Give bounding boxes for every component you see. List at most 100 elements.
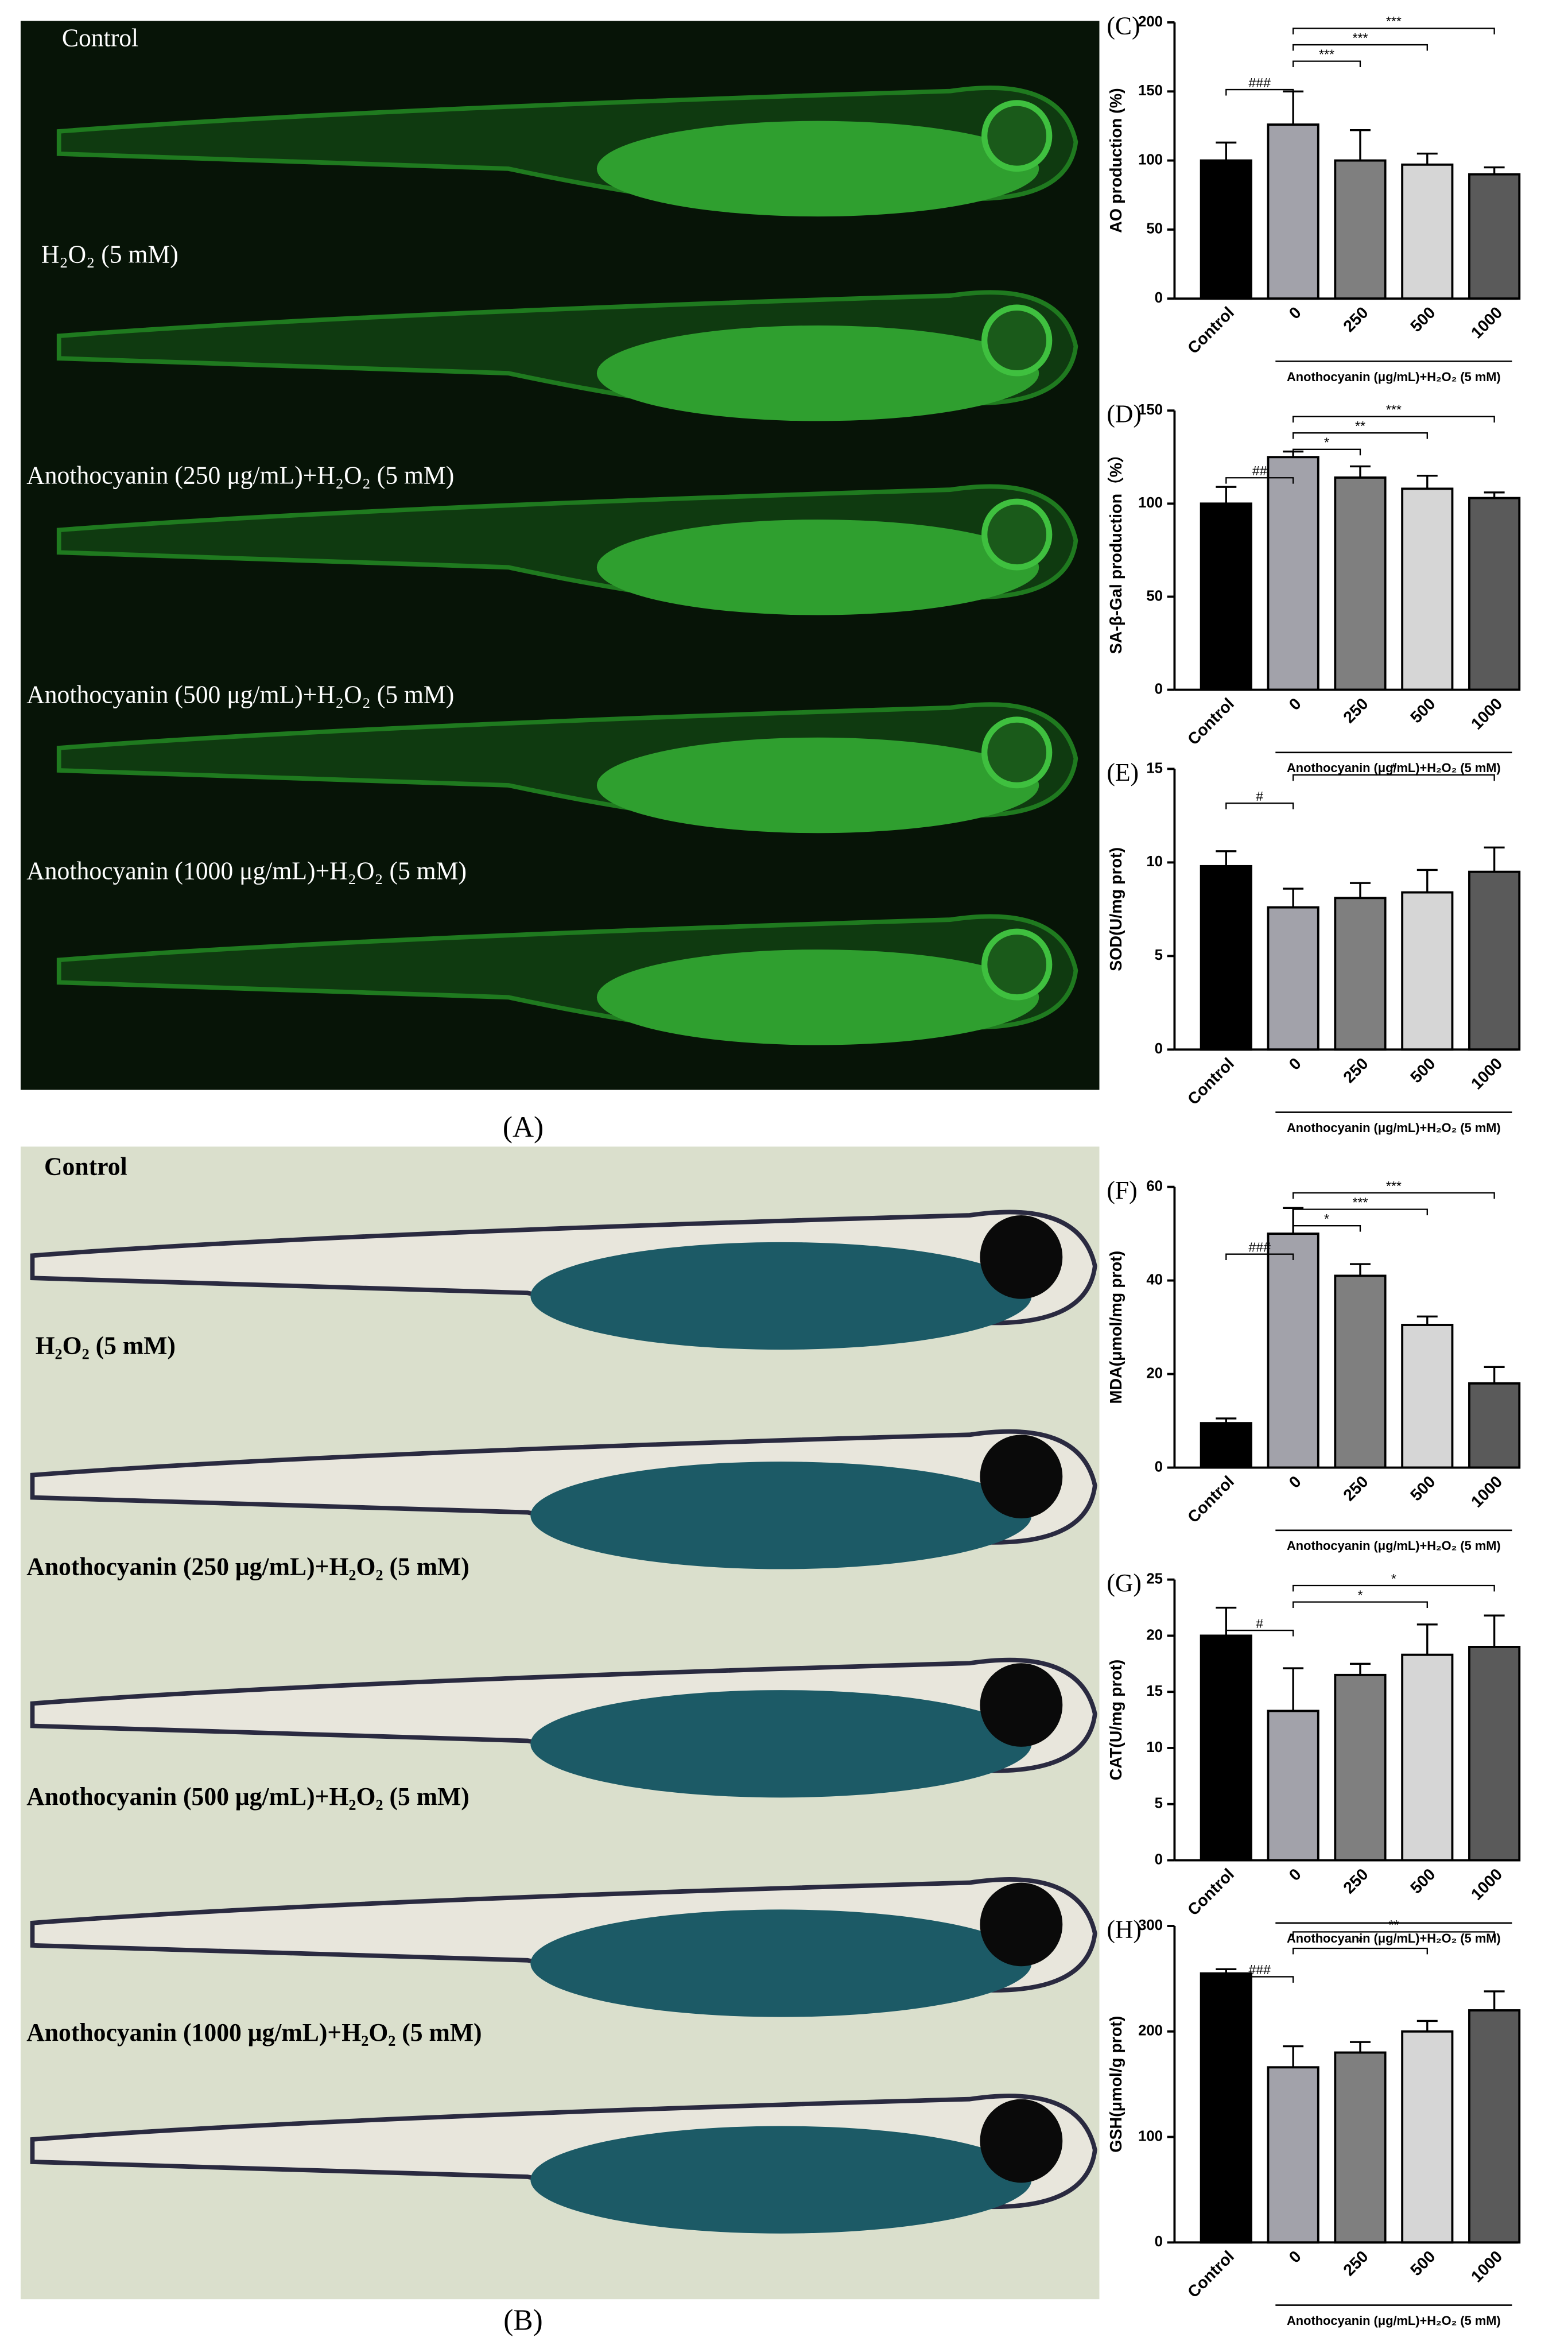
error-bar: [1416, 1315, 1438, 1325]
x-tick-label: 250: [1340, 1472, 1372, 1505]
x-tick-label: 0: [1286, 304, 1305, 323]
y-tick-label: 100: [1138, 152, 1163, 168]
photo-caption: Anothocyanin (250 μg/mL)+H₂O₂ (5 mM): [26, 1552, 469, 1580]
y-tick-label: 10: [1146, 1739, 1163, 1755]
x-tick-label: 0: [1286, 1865, 1305, 1885]
group-label: Anothocyanin (μg/mL)+H₂O₂ (5 mM): [1287, 1538, 1501, 1553]
x-tick-label: 500: [1407, 1865, 1439, 1898]
fish-yolk: [596, 949, 1039, 1045]
error-bar: [1283, 1667, 1304, 1711]
significance-label: ***: [1386, 402, 1402, 417]
significance-bracket: [1292, 28, 1495, 34]
error-bar: [1416, 2020, 1438, 2032]
bar: [1468, 870, 1521, 1051]
y-tick-label: 25: [1146, 1571, 1163, 1587]
error-bar: [1484, 166, 1505, 175]
fish-yolk: [530, 2126, 1032, 2234]
error-bar: [1484, 1990, 1505, 2011]
bar: [1334, 476, 1387, 691]
y-axis-label: GSH(μmol/g prot): [1107, 2016, 1125, 2153]
significance-bracket: [1292, 448, 1361, 456]
significance-label: *: [1391, 1571, 1396, 1586]
y-tick-label: 5: [1155, 1795, 1163, 1811]
panel-label: (C): [1107, 11, 1140, 40]
bar: [1401, 487, 1454, 691]
bar: [1401, 2030, 1454, 2244]
x-tick-label: 250: [1340, 1865, 1372, 1898]
y-tick-label: 100: [1138, 495, 1163, 511]
significance-label: *: [1324, 1211, 1329, 1226]
bar: [1267, 1710, 1319, 1862]
panel-label: (F): [1107, 1176, 1137, 1204]
significance-bracket: [1225, 1976, 1294, 1983]
error-bar: [1283, 2045, 1304, 2068]
error-bar: [1416, 152, 1438, 165]
error-bar: [1349, 1662, 1371, 1675]
group-label: Anothocyanin (μg/mL)+H₂O₂ (5 mM): [1287, 2313, 1501, 2328]
bar: [1334, 1274, 1387, 1469]
panel-label: (H): [1107, 1915, 1142, 1943]
fish-eye: [980, 2099, 1063, 2183]
x-tick-label: 0: [1286, 695, 1305, 714]
bar: [1401, 1653, 1454, 1862]
photo-caption: Anothocyanin (500 μg/mL)+H₂O₂ (5 mM): [26, 680, 454, 708]
group-label: Anothocyanin (μg/mL)+H₂O₂ (5 mM): [1287, 370, 1501, 384]
y-tick-label: 200: [1138, 2023, 1163, 2039]
error-bar: [1349, 465, 1371, 478]
bar: [1267, 123, 1319, 300]
error-bar: [1416, 869, 1438, 893]
significance-bracket: [1292, 416, 1495, 423]
significance-bracket: [1292, 1208, 1428, 1216]
x-tick-label: Control: [1184, 304, 1237, 358]
y-axis-label: AO production (%): [1107, 88, 1125, 232]
significance-label: *: [1357, 1587, 1363, 1602]
photo-caption: H₂O₂ (5 mM): [36, 1331, 176, 1359]
x-tick-label: Control: [1184, 1865, 1237, 1920]
x-tick-label: 0: [1286, 1472, 1305, 1492]
fish-eye: [981, 928, 1053, 1001]
error-bar: [1216, 486, 1237, 504]
x-tick-label: 1000: [1468, 2247, 1506, 2286]
bar: [1401, 1324, 1454, 1469]
bar: [1468, 2009, 1521, 2244]
panel-label: (D): [1107, 400, 1142, 428]
bar: [1468, 173, 1521, 300]
y-tick-label: 300: [1138, 1917, 1163, 1933]
bar: [1200, 865, 1252, 1051]
group-label: Anothocyanin (μg/mL)+H₂O₂ (5 mM): [1287, 1121, 1501, 1135]
y-tick-label: 150: [1138, 402, 1163, 418]
fish-yolk: [530, 1462, 1032, 1569]
bar: [1401, 163, 1454, 300]
y-axis-label: MDA(μmol/mg prot): [1107, 1251, 1125, 1404]
significance-bracket: [1225, 1253, 1294, 1261]
error-bar: [1484, 491, 1505, 498]
fish-eye: [980, 1215, 1063, 1299]
fish-yolk: [596, 325, 1039, 421]
significance-label: ##: [1252, 463, 1267, 478]
photo-caption: H₂O₂ (5 mM): [41, 240, 178, 268]
significance-label: #: [1256, 789, 1263, 804]
panel-label: (E): [1107, 758, 1139, 786]
x-tick-label: 1000: [1468, 1055, 1506, 1094]
x-tick-label: 500: [1407, 695, 1439, 727]
bar: [1267, 456, 1319, 691]
error-bar: [1216, 1968, 1237, 1974]
y-tick-label: 100: [1138, 2128, 1163, 2144]
bar: [1200, 502, 1252, 691]
significance-bracket: [1225, 1629, 1294, 1637]
y-tick-label: 40: [1146, 1272, 1163, 1288]
significance-bracket: [1225, 477, 1294, 484]
fish-yolk: [596, 121, 1039, 217]
y-tick-label: 150: [1138, 83, 1163, 99]
group-label: Anothocyanin (μg/mL)+H₂O₂ (5 mM): [1287, 761, 1501, 775]
photo-caption: Control: [62, 24, 138, 52]
fish-yolk: [530, 1909, 1032, 2017]
x-tick-label: 500: [1407, 304, 1439, 336]
photo-caption: Control: [44, 1152, 127, 1180]
bar: [1267, 906, 1319, 1051]
panel-label: (B): [503, 2304, 542, 2336]
significance-label: ***: [1319, 46, 1334, 61]
significance-label: ###: [1248, 75, 1271, 90]
panel-label: (G): [1107, 1569, 1142, 1597]
photo-caption: Anothocyanin (1000 μg/mL)+H₂O₂ (5 mM): [26, 856, 467, 885]
